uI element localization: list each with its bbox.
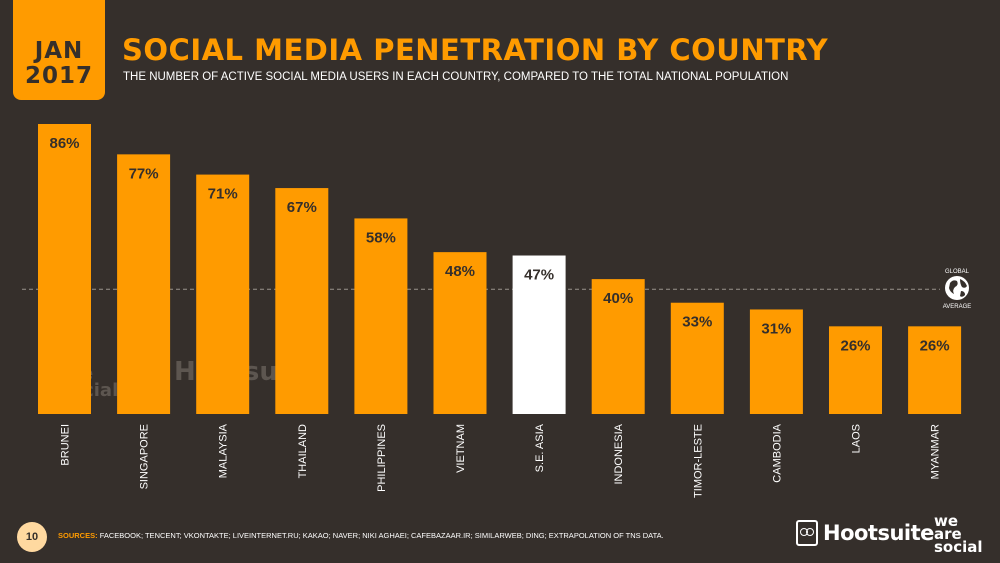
we-are-social-logo: we are social: [934, 512, 983, 556]
bar-philippines: [354, 218, 408, 414]
category-label: S.E. ASIA: [534, 423, 546, 472]
category-label: TIMOR-LESTE: [692, 424, 704, 498]
bar-value-label: 40%: [603, 290, 633, 307]
category-label: THAILAND: [297, 424, 309, 478]
category-label: INDONESIA: [613, 423, 625, 484]
date-tab: JAN 2017: [13, 0, 105, 100]
sources-label: SOURCES:: [58, 531, 98, 540]
bar-s-e-asia: [512, 255, 566, 414]
category-label: BRUNEI: [60, 424, 72, 466]
global-average-globe-icon: GLOBAL AVERAGE: [943, 269, 972, 310]
bar-value-label: 58%: [366, 229, 396, 246]
bar-brunei: [38, 124, 91, 414]
bar-malaysia: [196, 174, 250, 414]
bar-vietnam: [433, 252, 487, 414]
bar-value-label: 26%: [920, 337, 950, 354]
category-label: MALAYSIA: [218, 423, 230, 478]
category-label: MYANMAR: [930, 424, 942, 479]
bar-value-label: 77%: [129, 165, 159, 182]
page-title: SOCIAL MEDIA PENETRATION BY COUNTRY: [122, 33, 829, 67]
was-line-2: are: [934, 525, 962, 543]
was-line-3: social: [934, 538, 983, 556]
bar-value-label: 71%: [208, 186, 238, 203]
category-label: CAMBODIA: [771, 423, 783, 482]
bar-value-label: 31%: [761, 320, 791, 337]
bar-indonesia: [591, 279, 645, 414]
bar-timor-leste: [670, 302, 724, 414]
category-label: PHILIPPINES: [376, 424, 388, 492]
hootsuite-wordmark: Hootsuite: [823, 521, 934, 545]
globe-badge-bottom: AVERAGE: [943, 304, 972, 310]
bar-laos: [829, 326, 882, 414]
page-number: 10: [17, 522, 47, 552]
bar-value-label: 26%: [840, 337, 870, 354]
bar-cambodia: [749, 309, 803, 414]
category-label: LAOS: [851, 424, 863, 453]
date-month: JAN: [34, 38, 84, 64]
date-year: 2017: [24, 63, 93, 89]
bar-value-label: 48%: [445, 263, 475, 280]
bar-thailand: [275, 188, 329, 414]
sources-text: FACEBOOK; TENCENT; VKONTAKTE; LIVEINTERN…: [99, 531, 664, 540]
was-line-1: we: [934, 512, 959, 530]
bar-value-label: 67%: [287, 199, 317, 216]
bar-value-label: 86%: [49, 135, 79, 152]
globe-badge-top: GLOBAL: [945, 269, 970, 275]
category-label: SINGAPORE: [139, 424, 151, 489]
owl-icon: [796, 520, 818, 546]
bar-value-label: 33%: [682, 314, 712, 331]
bar-value-label: 47%: [524, 267, 554, 284]
page-subtitle: THE NUMBER OF ACTIVE SOCIAL MEDIA USERS …: [123, 71, 789, 83]
category-label: VIETNAM: [455, 424, 467, 473]
sources-note: SOURCES: FACEBOOK; TENCENT; VKONTAKTE; L…: [58, 531, 664, 540]
bar-myanmar: [908, 326, 962, 414]
bar-singapore: [117, 154, 171, 415]
